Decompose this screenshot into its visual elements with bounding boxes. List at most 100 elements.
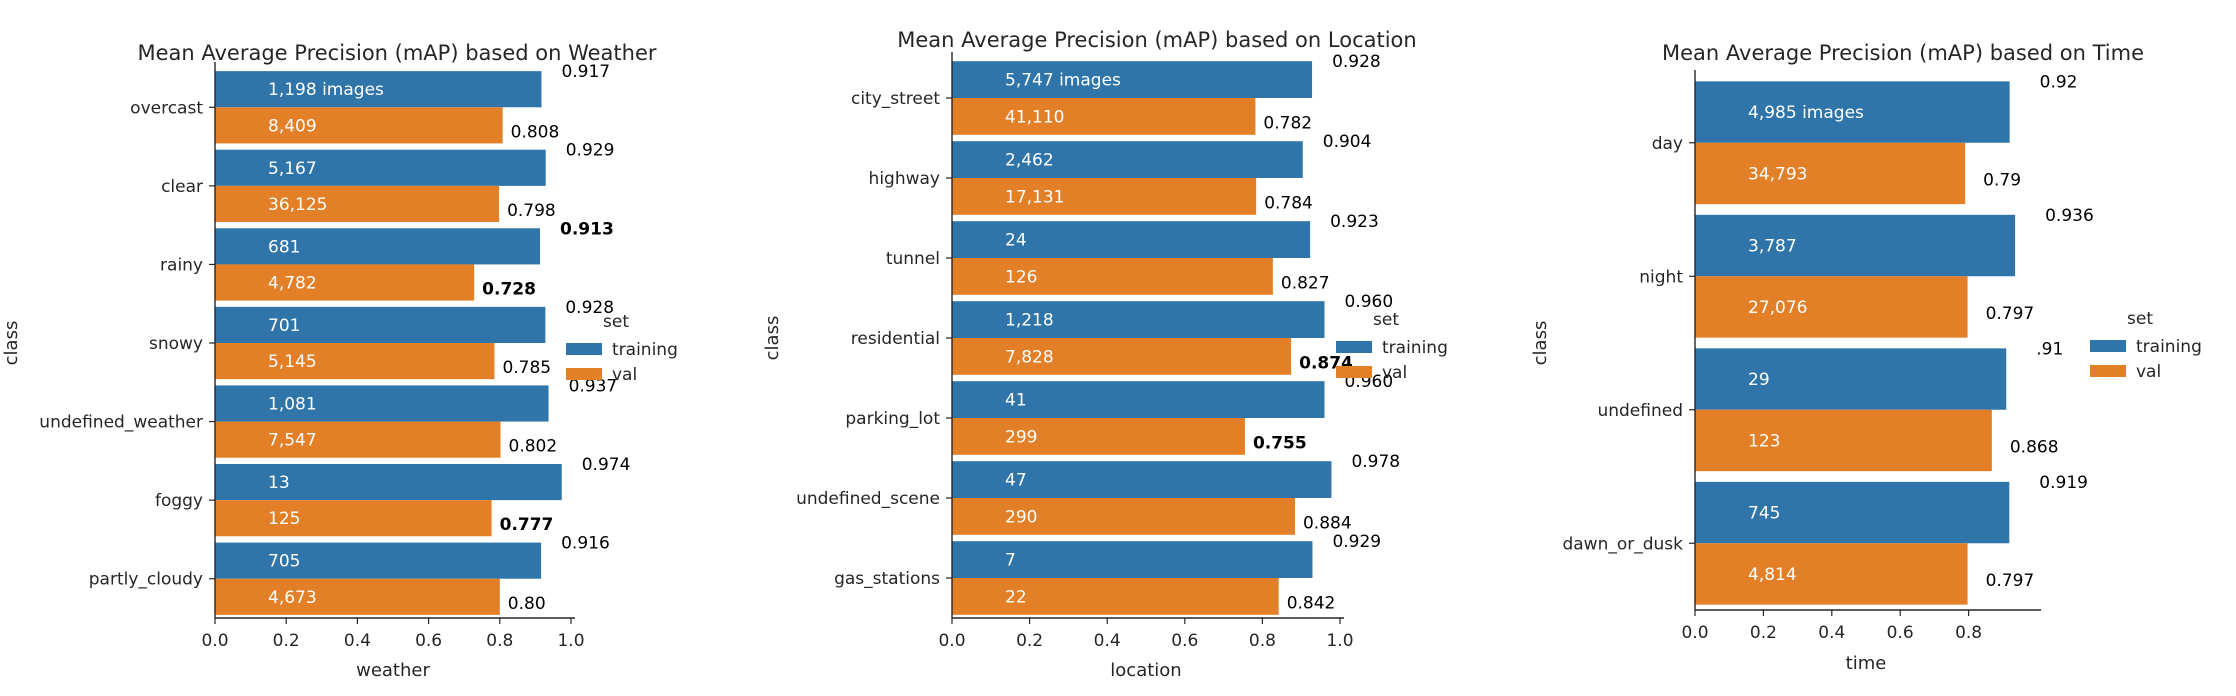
chart2-bar-val	[952, 418, 1245, 455]
chart3-category-label: dawn_or_dusk	[1562, 534, 1683, 554]
chart3-value-label-val: 0.868	[2010, 437, 2059, 457]
chart1-value-label-val: 0.728	[482, 280, 536, 300]
chart1-value-label-val: 0.785	[502, 358, 551, 378]
chart3-bar-val	[1695, 543, 1968, 604]
chart3-xlabel: time	[1846, 653, 1887, 674]
chart2-value-label-training: 0.904	[1323, 132, 1372, 152]
chart1-bar-val	[215, 186, 499, 222]
chart1-legend-swatch-training	[566, 343, 602, 355]
chart1-category-label: rainy	[160, 255, 203, 275]
chart1-count-label-val: 125	[268, 509, 300, 529]
chart2-value-label-training: 0.928	[1332, 52, 1381, 72]
chart1-xtick-label: 0.8	[486, 631, 513, 651]
chart2-xtick-label: 0.0	[938, 631, 965, 651]
chart2-count-label-val: 17,131	[1005, 187, 1064, 207]
chart1-count-label-training: 1,081	[268, 395, 317, 415]
chart2-count-label-training: 5,747 images	[1005, 71, 1121, 91]
chart2-xtick-label: 0.4	[1094, 631, 1121, 651]
chart2-count-label-val: 7,828	[1005, 347, 1054, 367]
chart1-bar-val	[215, 579, 500, 615]
chart2-value-label-val: 0.884	[1303, 513, 1352, 533]
chart2-legend-swatch-training	[1336, 341, 1372, 353]
chart3-xtick-label: 0.2	[1750, 623, 1777, 643]
chart1-count-label-training: 681	[268, 237, 300, 257]
chart1-bar-val	[215, 107, 503, 143]
chart1-category-label: clear	[161, 177, 203, 197]
chart3-category-label: night	[1639, 267, 1683, 287]
chart3-bar-val	[1695, 276, 1968, 337]
chart1-category-label: snowy	[149, 334, 203, 354]
chart3-xtick-label: 0.6	[1887, 623, 1914, 643]
chart1-bar-training	[215, 307, 545, 343]
chart1-legend-label-training: training	[612, 340, 678, 360]
chart1-count-label-training: 13	[268, 473, 290, 493]
chart3-count-label-training: 745	[1748, 504, 1780, 524]
chart1-legend-swatch-val	[566, 368, 602, 380]
chart3-legend-title: set	[2127, 309, 2153, 329]
chart3-count-label-training: 3,787	[1748, 237, 1797, 257]
chart1-count-label-training: 5,167	[268, 159, 317, 179]
chart1-bar-val	[215, 422, 501, 458]
chart1-value-label-val: 0.777	[500, 515, 554, 535]
chart2-value-label-training: 0.923	[1330, 212, 1379, 232]
chart1-legend-label-val: val	[612, 365, 637, 385]
chart2-xtick-label: 0.8	[1249, 631, 1276, 651]
chart2-count-label-training: 7	[1005, 551, 1016, 571]
chart1-bar-training	[215, 228, 540, 264]
chart1-count-label-val: 8,409	[268, 116, 317, 136]
chart1-count-label-val: 4,782	[268, 274, 317, 294]
chart1-count-label-training: 701	[268, 316, 300, 336]
chart3-bar-training	[1695, 215, 2015, 276]
chart3-xtick-label: 0.8	[1955, 623, 1982, 643]
chart2-bar-val	[952, 338, 1291, 375]
chart2-title: Mean Average Precision (mAP) based on Lo…	[897, 28, 1416, 52]
chart3-legend-swatch-training	[2090, 340, 2126, 352]
chart2-category-label: gas_stations	[834, 569, 940, 589]
chart3-value-label-training: .91	[2036, 339, 2063, 359]
chart2-bar-val	[952, 178, 1256, 215]
chart2-xlabel: location	[1110, 660, 1181, 681]
chart2-count-label-val: 22	[1005, 587, 1027, 607]
chart3-bar-val	[1695, 143, 1965, 204]
chart1-xtick-label: 0.4	[344, 631, 371, 651]
chart3-count-label-training: 4,985 images	[1748, 103, 1864, 123]
chart3-count-label-val: 34,793	[1748, 164, 1807, 184]
chart1-value-label-training: 0.916	[561, 534, 610, 554]
chart2-value-label-val: 0.782	[1263, 113, 1312, 133]
chart2-count-label-training: 47	[1005, 471, 1027, 491]
chart3-value-label-val: 0.797	[1986, 304, 2035, 324]
chart3-title: Mean Average Precision (mAP) based on Ti…	[1662, 41, 2144, 65]
chart2-count-label-training: 24	[1005, 231, 1027, 251]
chart2-count-label-training: 1,218	[1005, 311, 1054, 331]
chart3-category-label: undefined	[1597, 401, 1683, 421]
charts-figure: Mean Average Precision (mAP) based on We…	[0, 0, 2236, 696]
chart2-count-label-training: 41	[1005, 391, 1027, 411]
chart3-legend-label-training: training	[2136, 337, 2202, 357]
chart2-count-label-val: 41,110	[1005, 107, 1064, 127]
chart2-value-label-val: 0.827	[1281, 273, 1330, 293]
chart1-xlabel: weather	[356, 660, 430, 681]
chart1-xtick-label: 0.0	[201, 631, 228, 651]
chart3-xtick-label: 0.0	[1681, 623, 1708, 643]
chart3-value-label-training: 0.936	[2045, 206, 2094, 226]
chart3-count-label-training: 29	[1748, 370, 1770, 390]
chart3-value-label-val: 0.79	[1983, 170, 2021, 190]
chart2-value-label-val: 0.784	[1264, 193, 1313, 213]
chart3-value-label-val: 0.797	[1986, 571, 2035, 591]
chart2-value-label-val: 0.755	[1253, 433, 1307, 453]
chart2-category-label: tunnel	[886, 249, 940, 269]
chart2-value-label-training: 0.929	[1332, 532, 1381, 552]
chart1-bar-val	[215, 264, 474, 300]
chart2-ylabel: class	[762, 316, 783, 361]
chart1-count-label-training: 1,198 images	[268, 80, 384, 100]
chart1-bar-training	[215, 464, 562, 500]
chart2-xtick-label: 0.2	[1016, 631, 1043, 651]
chart2-xtick-label: 0.6	[1171, 631, 1198, 651]
chart2-category-label: undefined_scene	[796, 489, 940, 509]
chart1-value-label-val: 0.802	[509, 437, 558, 457]
chart2-category-label: residential	[851, 329, 940, 349]
chart2-category-label: city_street	[851, 89, 940, 109]
chart2-legend-swatch-val	[1336, 366, 1372, 378]
chart1-value-label-val: 0.80	[508, 594, 546, 614]
chart3-legend-swatch-val	[2090, 365, 2126, 377]
